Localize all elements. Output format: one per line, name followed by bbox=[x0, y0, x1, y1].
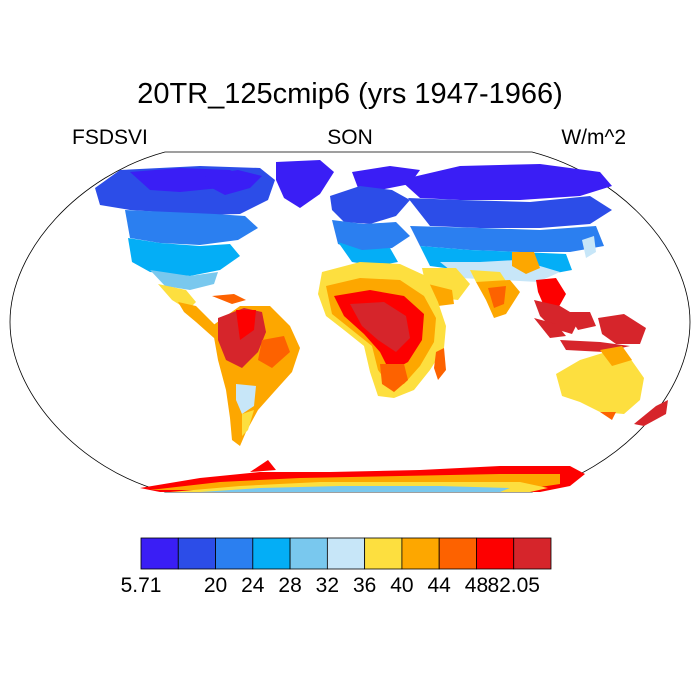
season-label: SON bbox=[327, 126, 373, 149]
colorbar-label: 5.71 bbox=[121, 574, 162, 597]
colorbar-box bbox=[476, 537, 515, 570]
colorbar-box bbox=[364, 537, 403, 570]
colorbar-box bbox=[438, 537, 477, 570]
colorbar-box bbox=[401, 537, 440, 570]
maritime-continent bbox=[534, 312, 646, 352]
colorbar-label: 24 bbox=[241, 574, 265, 597]
colorbar-boxes bbox=[140, 537, 552, 570]
middle-east bbox=[422, 268, 470, 306]
south-america bbox=[212, 306, 300, 446]
colorbar-label: 36 bbox=[353, 574, 376, 597]
australia bbox=[556, 346, 644, 420]
colorbar-label: 32 bbox=[316, 574, 339, 597]
africa bbox=[318, 262, 446, 398]
colorbar-label: 20 bbox=[204, 574, 227, 597]
colorbar-box bbox=[252, 537, 291, 570]
colorbar-label: 44 bbox=[428, 574, 452, 597]
colorbar-box bbox=[140, 537, 179, 570]
colorbar-box bbox=[513, 537, 552, 570]
colorbar-labels: 5.71 20 24 28 32 36 40 44 48 82.05 bbox=[121, 574, 540, 597]
plot-title: 20TR_125cmip6 (yrs 1947-1966) bbox=[137, 78, 563, 110]
colorbar-label: 40 bbox=[390, 574, 413, 597]
units-label: W/m^2 bbox=[561, 126, 626, 149]
colorbar-box bbox=[215, 537, 254, 570]
colorbar-box bbox=[326, 537, 366, 570]
antarctica bbox=[140, 460, 585, 492]
colorbar-label: 48 bbox=[465, 574, 488, 597]
variable-label: FSDSVI bbox=[72, 126, 148, 149]
colorbar-label: 28 bbox=[278, 574, 301, 597]
asia bbox=[400, 164, 612, 334]
new-zealand bbox=[634, 400, 668, 426]
colorbar-box bbox=[177, 537, 216, 570]
colorbar-box bbox=[289, 537, 328, 570]
colorbar-label: 82.05 bbox=[487, 574, 540, 597]
europe bbox=[330, 166, 420, 266]
north-america bbox=[95, 160, 334, 338]
